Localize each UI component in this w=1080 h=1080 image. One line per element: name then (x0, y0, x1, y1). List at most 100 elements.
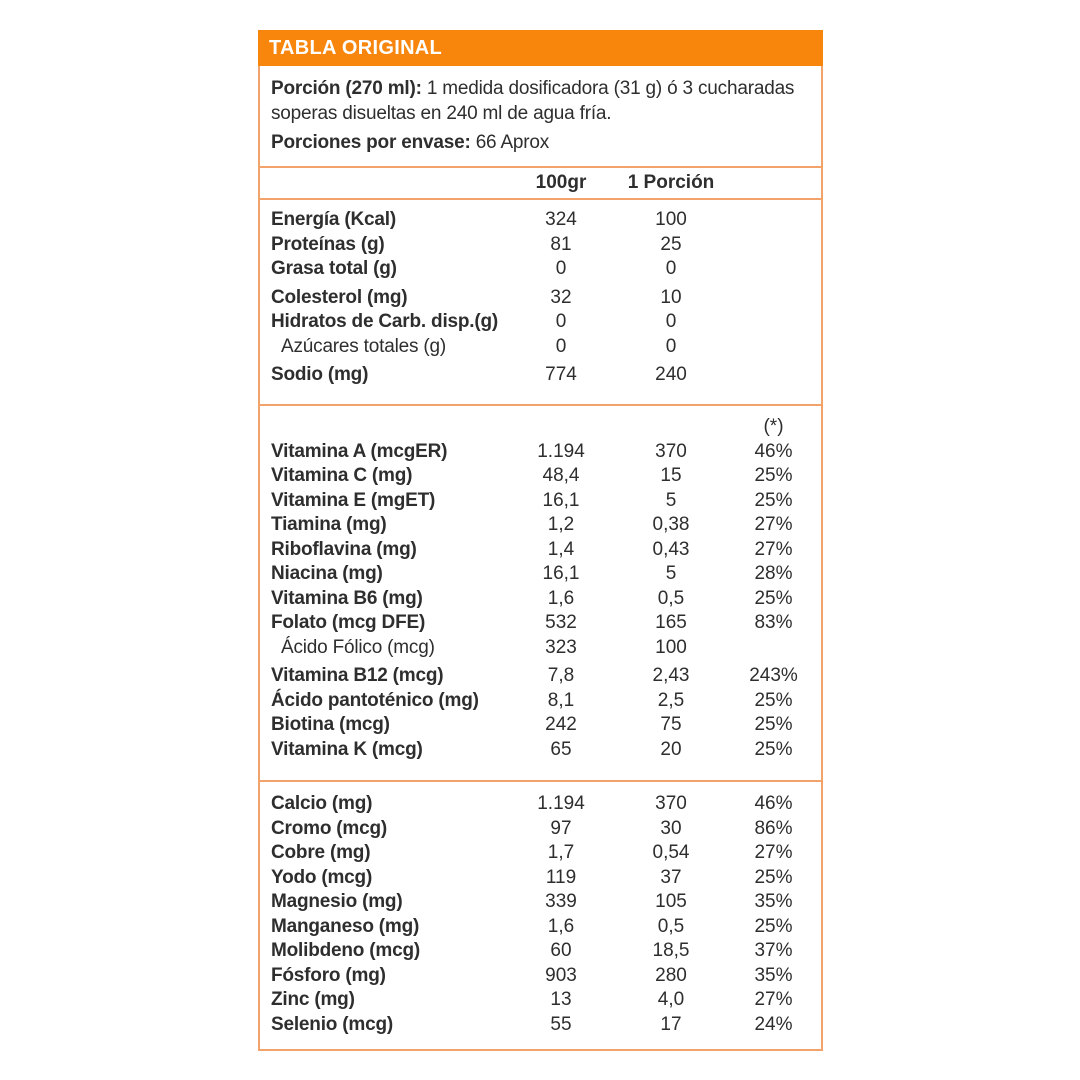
table-row: Molibdeno (mcg) 60 18,5 37% (260, 939, 821, 964)
table-row: Niacina (mg) 16,1 5 28% (260, 562, 821, 587)
section-minerals: Calcio (mg) 1.194 370 46% Cromo (mcg) 97 30 86%… (260, 780, 821, 1049)
table-row: Azúcares totales (g) 0 0 (260, 335, 821, 360)
table-row: Ácido Fólico (mcg) 323 100 (260, 636, 821, 661)
value-porcion: 370 (655, 440, 687, 462)
value-porcion: 20 (660, 738, 682, 760)
value-pct: 25% (754, 489, 793, 511)
value-porcion: 0,43 (652, 538, 690, 560)
row-label: Calcio (mg) (271, 793, 373, 814)
servings-per-container-label: Porciones por envase: (271, 132, 471, 153)
table-row: Colesterol (mg) 32 10 (260, 286, 821, 311)
value-100gr: 0 (555, 335, 567, 357)
value-pct: 25% (754, 465, 793, 486)
value-100gr: 903 (545, 964, 577, 986)
value-porcion: 2,5 (657, 689, 685, 711)
value-pct: 46% (754, 793, 793, 814)
value-100gr: 81 (550, 233, 572, 255)
table-row: Cromo (mcg) 97 30 86% (260, 817, 821, 842)
table-row: Ácido pantoténico (mg) 8,1 2,5 25% (260, 689, 821, 714)
row-label: Folato (mcg DFE) (271, 612, 426, 633)
table-row: Tiamina (mg) 1,2 0,38 27% (260, 513, 821, 538)
table-row: Calcio (mg) 1.194 370 46% (260, 792, 821, 817)
row-label: Vitamina K (mcg) (271, 738, 423, 760)
value-100gr: 8,1 (547, 689, 575, 711)
serving-size-text: Porción (270 ml): 1 medida dosificadora … (271, 76, 813, 126)
value-pct: 24% (754, 1013, 793, 1035)
serving-info: Porción (270 ml): 1 medida dosificadora … (260, 66, 821, 166)
value-100gr: 65 (550, 738, 572, 760)
value-100gr: 1,7 (547, 842, 575, 863)
section-vitamins: (*) Vitamina A (mcgER) 1.194 370 46% Vitamin… (260, 403, 821, 781)
value-pct: 25% (754, 915, 793, 937)
value-porcion: 100 (655, 209, 687, 230)
value-100gr: 1,6 (547, 587, 575, 609)
value-pct: 27% (754, 989, 793, 1010)
table-row: Manganeso (mg) 1,6 0,5 25% (260, 915, 821, 940)
value-100gr: 48,4 (542, 465, 580, 486)
row-label: Grasa total (g) (271, 258, 397, 279)
value-pct: 25% (754, 866, 793, 888)
value-100gr: 32 (550, 286, 572, 308)
row-label: Colesterol (mg) (271, 286, 408, 308)
value-pct: 83% (754, 612, 793, 633)
value-pct: 27% (754, 538, 793, 560)
table-row: Vitamina C (mg) 48,4 15 25% (260, 464, 821, 489)
value-porcion: 25 (660, 233, 682, 255)
row-label: Riboflavina (mg) (271, 538, 417, 560)
row-label: Hidratos de Carb. disp.(g) (271, 311, 499, 332)
table-row: Selenio (mcg) 55 17 24% (260, 1013, 821, 1038)
value-100gr: 0 (555, 258, 567, 279)
value-100gr: 0 (555, 311, 567, 332)
value-porcion: 18,5 (652, 940, 690, 961)
row-label: Manganeso (mg) (271, 915, 420, 937)
value-porcion: 4,0 (657, 989, 685, 1010)
value-porcion: 15 (660, 465, 682, 486)
value-100gr: 1.194 (537, 793, 585, 814)
column-header-porcion: 1 Porción (627, 172, 715, 193)
row-label: Cromo (mcg) (271, 817, 388, 839)
row-label: Azúcares totales (g) (281, 335, 446, 357)
value-porcion: 280 (655, 964, 687, 986)
section-macronutrients: Energía (Kcal) 324 100 Proteínas (g) 81 25 Gra… (260, 200, 821, 404)
serving-size-label: Porción (270 ml): (271, 78, 422, 99)
value-pct: 46% (754, 440, 793, 462)
value-pct: 27% (754, 842, 793, 863)
pct-note-row: (*) (260, 414, 821, 440)
column-header-row: 100gr 1 Porción (260, 166, 821, 200)
value-porcion: 0,5 (657, 915, 685, 937)
row-label: Vitamina A (mcgER) (271, 440, 448, 462)
table-row: Proteínas (g) 81 25 (260, 233, 821, 258)
table-row: Vitamina K (mcg) 65 20 25% (260, 738, 821, 763)
nutrition-table: TABLA ORIGINAL Porción (270 ml): 1 medid… (258, 30, 823, 1051)
value-100gr: 55 (550, 1013, 572, 1035)
value-pct: 25% (754, 714, 793, 735)
value-porcion: 0,5 (657, 587, 685, 609)
row-label: Cobre (mg) (271, 842, 371, 863)
row-label: Vitamina E (mgET) (271, 489, 436, 511)
value-porcion: 100 (655, 636, 687, 658)
value-100gr: 324 (545, 209, 577, 230)
table-row: Vitamina E (mgET) 16,1 5 25% (260, 489, 821, 514)
row-label: Vitamina B6 (mg) (271, 587, 423, 609)
value-porcion: 17 (660, 1013, 682, 1035)
value-pct: 35% (754, 964, 793, 986)
value-pct: 86% (754, 817, 793, 839)
table-title: TABLA ORIGINAL (269, 37, 443, 59)
table-row: Vitamina B12 (mcg) 7,8 2,43 243% (260, 664, 821, 689)
value-porcion: 37 (660, 866, 682, 888)
value-porcion: 10 (660, 286, 682, 308)
row-label: Fósforo (mg) (271, 964, 386, 986)
row-label: Tiamina (mg) (271, 514, 387, 535)
value-porcion: 0,54 (652, 842, 690, 863)
servings-per-container-text: Porciones por envase: 66 Aprox (271, 130, 813, 155)
value-100gr: 13 (550, 989, 572, 1010)
table-row: Energía (Kcal) 324 100 (260, 208, 821, 233)
table-row: Vitamina A (mcgER) 1.194 370 46% (260, 440, 821, 465)
row-label: Yodo (mcg) (271, 866, 373, 888)
value-porcion: 30 (660, 817, 682, 839)
column-header-100gr: 100gr (535, 172, 587, 193)
value-pct: 25% (754, 738, 793, 760)
value-porcion: 5 (665, 489, 677, 511)
row-label: Magnesio (mg) (271, 891, 403, 912)
value-100gr: 97 (550, 817, 572, 839)
